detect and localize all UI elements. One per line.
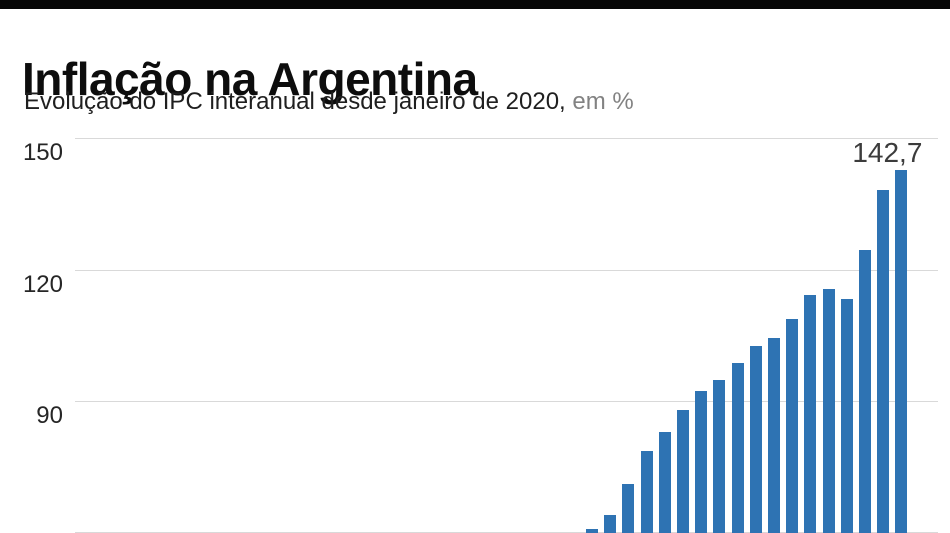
gridline-150 bbox=[75, 138, 938, 140]
bar-set/2022 bbox=[658, 431, 671, 533]
bar-jul/2022 bbox=[622, 484, 635, 533]
bar-ago/2023 bbox=[859, 250, 871, 533]
bar-nov/2022 bbox=[695, 390, 708, 533]
bar-out/2023 bbox=[895, 170, 908, 533]
bar-abr/2023 bbox=[786, 318, 799, 533]
gridline-120 bbox=[75, 269, 938, 271]
subtitle-main-text: Evolução do IPC interanual desde janeiro… bbox=[24, 88, 566, 115]
page-title: Inflação na Argentina bbox=[22, 52, 478, 105]
bar-jan/2023 bbox=[731, 362, 744, 533]
y-tick-label-90: 90 bbox=[36, 402, 63, 429]
y-tick-label-120: 120 bbox=[22, 270, 63, 298]
bar-fev/2023 bbox=[749, 346, 762, 533]
bar-jun/2022 bbox=[604, 514, 617, 533]
bar-dez/2022 bbox=[713, 380, 726, 533]
bar-mai/2022 bbox=[586, 529, 598, 533]
subtitle-unit-text: em % bbox=[565, 88, 634, 115]
bar-jul/2023 bbox=[840, 298, 853, 533]
bar-ago/2022 bbox=[640, 451, 653, 533]
bar-mar/2023 bbox=[768, 338, 780, 533]
bar-set/2023 bbox=[877, 189, 890, 533]
top-accent-bar bbox=[0, 0, 950, 9]
bar-out/2022 bbox=[677, 409, 689, 533]
y-tick-label-150: 150 bbox=[22, 139, 63, 167]
bar-mai/2023 bbox=[804, 295, 817, 533]
chart-subtitle: Evolução do IPC interanual desde janeiro… bbox=[24, 88, 634, 116]
gridline-90 bbox=[75, 401, 938, 402]
last-value-annotation: 142,7 bbox=[852, 137, 923, 168]
bar-jun/2023 bbox=[822, 288, 835, 533]
